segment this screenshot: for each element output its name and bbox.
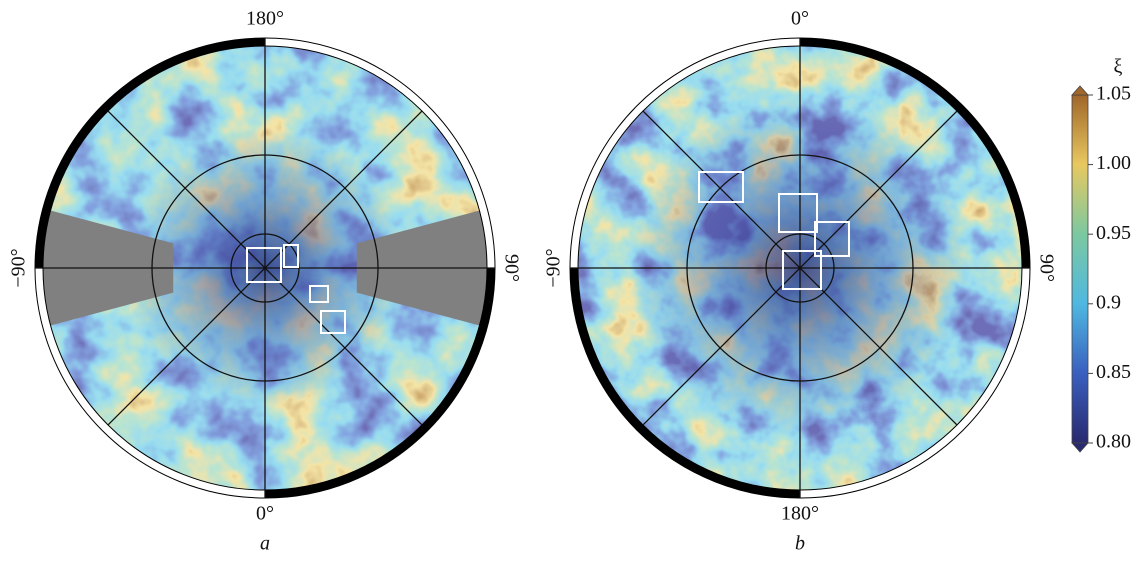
longitude-label: 0° — [256, 503, 274, 525]
colorbar-tick-label: 0.80 — [1096, 431, 1131, 453]
colorbar-title: ξ — [1114, 56, 1123, 78]
region-box — [283, 244, 299, 268]
region-box — [320, 310, 346, 334]
longitude-label: 180° — [246, 8, 284, 30]
panel-label: a — [260, 533, 270, 555]
longitude-label: −90° — [8, 248, 30, 287]
colorbar-extend — [1071, 442, 1089, 453]
longitude-label: 180° — [781, 503, 819, 525]
colorbar-tick-label: 0.9 — [1096, 291, 1121, 313]
colorbar-tick-label: 0.95 — [1096, 222, 1131, 244]
ring-arc — [799, 38, 1030, 269]
maps: 180° 0° −90° 90° a 0° 180° −90° 90° b ξ 1.05 1.00 0.9… — [8, 8, 1131, 555]
longitude-label: 0° — [791, 8, 809, 30]
colorbar-tick-label: 1.05 — [1096, 83, 1131, 105]
colorbar-tick-label: 1.00 — [1096, 152, 1131, 174]
ring-arc — [264, 267, 495, 498]
longitude-label: 90° — [500, 254, 522, 282]
longitude-label: 90° — [1035, 254, 1057, 282]
region-box — [698, 171, 744, 203]
colorbar: ξ 1.05 1.00 0.95 0.9 0.85 0.80 — [1071, 56, 1131, 453]
colorbar-extend — [1071, 85, 1089, 96]
panel-label: b — [795, 533, 805, 555]
longitude-label: −90° — [543, 248, 565, 287]
colorbar-fill — [1071, 94, 1089, 444]
ring-arc — [570, 267, 801, 498]
region-box — [782, 250, 822, 290]
meridian — [107, 110, 423, 426]
region-box — [309, 285, 329, 303]
polar-map: 0° 180° −90° 90° b — [543, 8, 1058, 555]
region-box — [778, 193, 818, 233]
region-box — [814, 221, 850, 257]
polar-map: 180° 0° −90° 90° a — [8, 8, 523, 555]
colorbar-tick-label: 0.85 — [1096, 361, 1131, 383]
region-box — [246, 247, 282, 283]
meridian — [642, 110, 958, 426]
ring-arc — [35, 38, 266, 269]
